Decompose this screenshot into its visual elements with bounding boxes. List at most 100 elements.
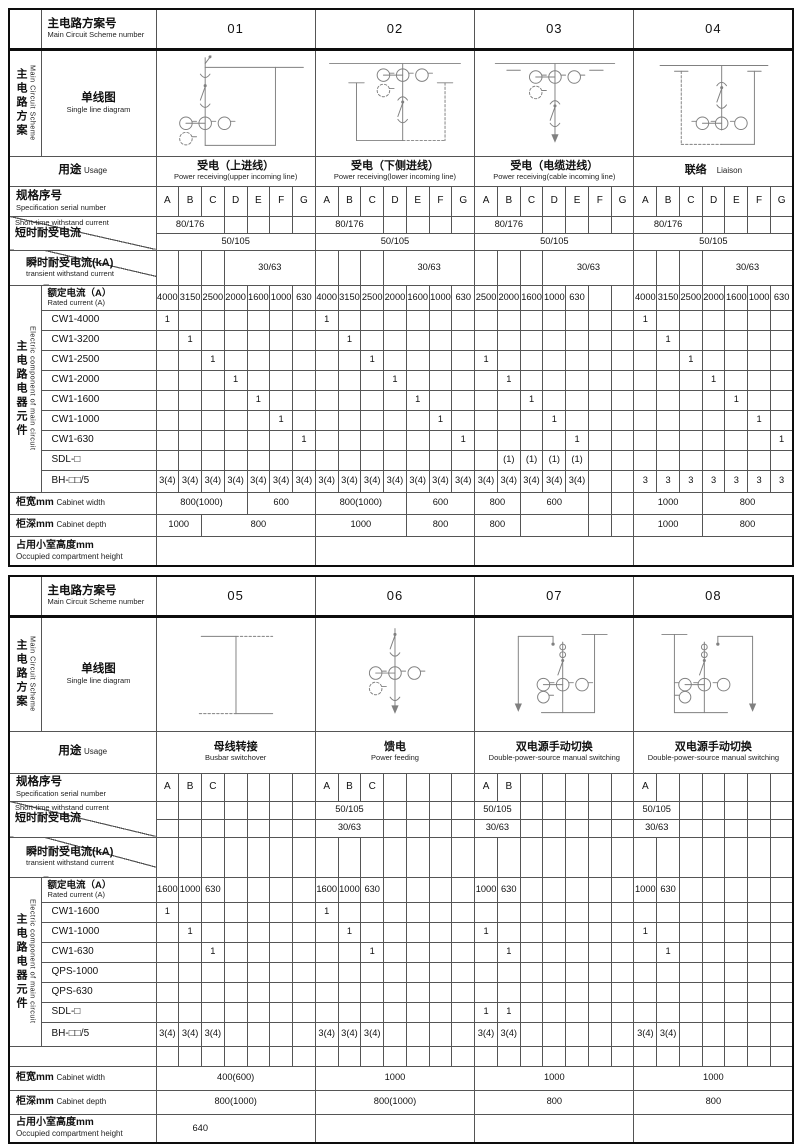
compartment-height-cell [474, 1113, 635, 1144]
serial-cell: B [337, 185, 362, 217]
withstand-current-cell [405, 215, 430, 234]
component-quantity-cell [587, 449, 612, 471]
component-quantity-cell [542, 329, 567, 351]
component-quantity-cell [610, 369, 635, 391]
serial-cell: A [474, 772, 498, 802]
component-quantity-cell: 3(4) [178, 469, 202, 493]
component-quantity-cell [405, 941, 430, 963]
component-quantity-cell [383, 329, 407, 351]
withstand-current-cell [769, 836, 794, 878]
serial-cell: D [223, 185, 248, 217]
component-quantity-cell [292, 329, 316, 351]
cabinet-depth-cell: 800 [633, 1089, 794, 1115]
cabinet-depth-cell: 800 [405, 513, 476, 537]
component-quantity-cell [360, 429, 385, 451]
component-quantity-cell: 3 [678, 469, 703, 493]
component-quantity-cell [610, 389, 635, 411]
component-quantity-cell [747, 449, 771, 471]
component-quantity-cell: (1) [565, 449, 589, 471]
withstand-current-cell [610, 215, 635, 234]
withstand-current-cell [769, 215, 794, 234]
serial-cell: B [496, 772, 521, 802]
component-quantity-cell [587, 469, 612, 493]
compartment-height-cell: 640 [155, 1113, 316, 1144]
withstand-current-cell: 50/105 [314, 800, 385, 820]
component-quantity-cell: (1) [519, 449, 544, 471]
component-quantity-cell [542, 349, 567, 371]
rated-current-cell: 630 [201, 876, 225, 903]
component-quantity-cell [292, 901, 316, 923]
component-quantity-cell [587, 389, 612, 411]
rated-current-cell [451, 876, 476, 903]
spacer-cell [201, 1045, 225, 1067]
component-quantity-cell [201, 449, 225, 471]
scheme-number-label: 主电路方案号 Main Circuit Scheme number [40, 8, 157, 51]
component-quantity-cell [223, 921, 248, 943]
component-quantity-cell [451, 349, 476, 371]
component-quantity-cell [246, 309, 271, 331]
component-quantity-cell: 3(4) [428, 469, 453, 493]
component-quantity-cell [701, 941, 726, 963]
component-quantity-cell [155, 409, 180, 431]
component-quantity-cell: 1 [405, 389, 430, 411]
withstand-current-cell [428, 836, 453, 878]
withstand-current-cell [587, 800, 612, 820]
component-quantity-cell [383, 1021, 407, 1047]
component-quantity-cell [519, 961, 544, 983]
component-quantity-cell [292, 389, 316, 411]
component-quantity-cell [474, 329, 498, 351]
component-quantity-cell [383, 1001, 407, 1023]
component-quantity-cell [360, 961, 385, 983]
component-quantity-cell [451, 309, 476, 331]
scheme-number: 08 [633, 575, 794, 618]
cabinet-width-cell: 800(1000) [155, 491, 248, 515]
component-quantity-cell [542, 921, 567, 943]
component-quantity-cell [314, 429, 339, 451]
component-quantity-cell: 1 [337, 329, 362, 351]
withstand-current-cell [587, 818, 612, 838]
component-quantity-cell [269, 921, 293, 943]
compartment-height-cell [155, 535, 316, 567]
serial-cell [428, 772, 453, 802]
component-quantity-cell [769, 369, 794, 391]
component-quantity-cell [405, 329, 430, 351]
component-quantity-cell [747, 921, 771, 943]
rated-current-cell: 1600 [246, 284, 271, 311]
component-quantity-cell [587, 369, 612, 391]
scheme-number-label: 主电路方案号 Main Circuit Scheme number [40, 575, 157, 618]
component-quantity-cell: 1 [292, 429, 316, 451]
withstand-current-cell [201, 800, 225, 820]
component-quantity-cell [542, 429, 567, 451]
component-quantity-cell [405, 449, 430, 471]
component-label: CW1-630 [40, 941, 157, 963]
component-quantity-cell: 1 [383, 369, 407, 391]
component-quantity-cell [678, 1001, 703, 1023]
withstand-current-cell [496, 836, 521, 878]
single-line-diagram-05 [155, 615, 316, 732]
spacer-cell [542, 1045, 567, 1067]
component-quantity-cell [428, 329, 453, 351]
component-quantity-cell [474, 449, 498, 471]
serial-cell [587, 772, 612, 802]
component-quantity-cell [451, 921, 476, 943]
main-circuit-scheme-table-01-04: 主电路方案号 Main Circuit Scheme number 01 02 03 04… [8, 8, 795, 568]
vertical-label-zh: 主电路方案 [15, 639, 28, 709]
serial-cell: B [656, 185, 680, 217]
component-quantity-cell [542, 1001, 567, 1023]
withstand-current-cell [428, 215, 453, 234]
rated-current-cell: 2500 [678, 284, 703, 311]
single-line-diagram-03 [474, 48, 635, 157]
spacer-cell [223, 1045, 248, 1067]
component-quantity-cell [724, 941, 749, 963]
serial-cell: A [314, 185, 339, 217]
withstand-current-cell [383, 215, 407, 234]
component-quantity-cell [519, 941, 544, 963]
serial-cell: F [428, 185, 453, 217]
component-quantity-cell [496, 389, 521, 411]
component-quantity-cell [769, 329, 794, 351]
component-quantity-cell [314, 329, 339, 351]
component-quantity-cell: 1 [201, 349, 225, 371]
spacer-cell [269, 1045, 293, 1067]
component-quantity-cell [383, 309, 407, 331]
